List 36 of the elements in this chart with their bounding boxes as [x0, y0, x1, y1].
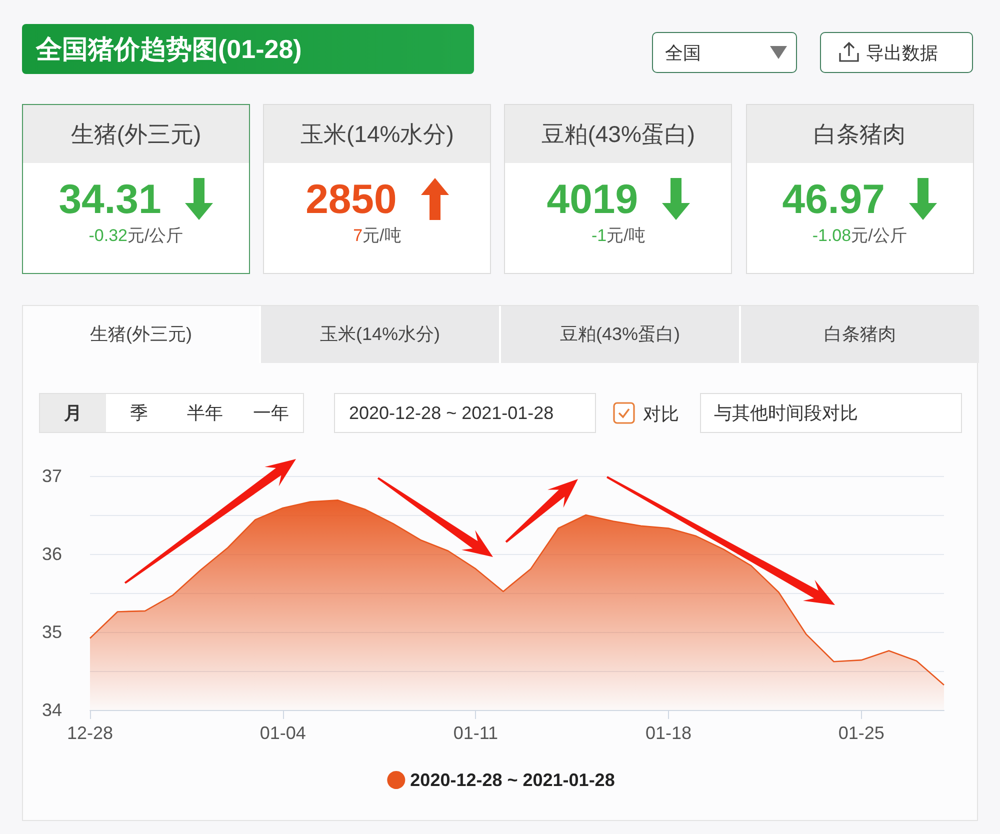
data-label: 2850: [306, 176, 397, 222]
category-label: 生猪(外三元): [23, 105, 249, 163]
x-tick-label: 01-25: [838, 723, 884, 743]
x-tick-label: 01-18: [645, 723, 692, 743]
y-tick-label: 35: [42, 622, 62, 642]
date-range-field: 2020-12-28 ~ 2021-01-28: [334, 393, 596, 433]
text: 对比: [643, 403, 679, 426]
tab: 玉米(14%水分): [259, 306, 499, 363]
tab: 豆粕(43%蛋白): [499, 306, 739, 363]
tab: 白条猪肉: [739, 306, 979, 363]
category-label: 豆粕(43%蛋白): [505, 105, 732, 163]
x-tick-label: 01-11: [453, 723, 498, 743]
data-label: 4019: [546, 176, 638, 222]
data-label: 34.31: [58, 176, 162, 222]
text-input: 与其他时间段对比: [700, 393, 962, 433]
data-label: 46.97: [782, 176, 885, 222]
y-tick-label: 36: [42, 544, 62, 564]
card: 生猪(外三元) 34.31 -0.32元/公斤: [22, 104, 250, 274]
x-tick-label: 01-04: [260, 723, 306, 743]
y-tick-label: 37: [42, 466, 62, 486]
card: 白条猪肉 46.97 -1.08元/公斤: [746, 104, 974, 274]
y-tick-label: 34: [42, 700, 62, 720]
text: 全国猪价趋势图(01-28): [22, 24, 474, 74]
data-label: -1元/吨: [591, 226, 646, 245]
category-label: 白条猪肉: [746, 105, 973, 163]
button: 导出数据: [820, 32, 973, 73]
segmented-control: 月 季 半年 一年: [39, 393, 304, 433]
dropdown: 全国: [652, 32, 797, 73]
x-tick-label: 12-28: [66, 723, 114, 743]
card: 豆粕(43%蛋白) 4019 -1元/吨: [504, 104, 732, 274]
category-label: 玉米(14%水分): [264, 105, 490, 163]
data-label: 7元/吨: [353, 226, 402, 245]
data-label: -1.08元/公斤: [812, 226, 907, 245]
data-label: -0.32元/公斤: [88, 226, 184, 245]
card: 玉米(14%水分) 2850 7元/吨: [263, 104, 492, 274]
legend-label: 2020-12-28 ~ 2021-01-28: [410, 770, 615, 790]
